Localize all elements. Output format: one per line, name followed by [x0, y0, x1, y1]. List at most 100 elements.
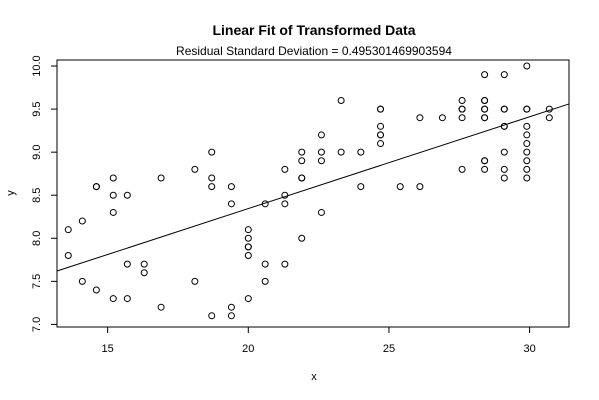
data-point [523, 157, 531, 165]
y-tick-label: 7.0 [31, 317, 43, 332]
data-point [317, 131, 325, 139]
data-point [244, 252, 252, 260]
data-point [523, 174, 531, 182]
data-point [500, 174, 508, 182]
data-point [396, 183, 404, 191]
data-point [523, 62, 531, 70]
data-point [317, 148, 325, 156]
y-axis-label: y [5, 190, 17, 196]
data-point [317, 157, 325, 165]
data-point [458, 105, 466, 113]
data-point [377, 105, 385, 113]
data-point [64, 252, 72, 260]
data-point [208, 174, 216, 182]
data-point [140, 269, 148, 277]
fit-line [56, 103, 570, 272]
data-point [523, 165, 531, 173]
data-point [191, 277, 199, 285]
data-point [357, 148, 365, 156]
data-point [500, 148, 508, 156]
data-point [298, 234, 306, 242]
y-tick-label: 9.5 [31, 101, 43, 116]
data-point [481, 165, 489, 173]
y-tick-label: 7.5 [31, 274, 43, 289]
data-point [298, 157, 306, 165]
data-point [227, 312, 235, 320]
data-point [157, 303, 165, 311]
data-point [377, 131, 385, 139]
x-tick-label: 30 [523, 343, 535, 355]
data-point [208, 183, 216, 191]
data-point [281, 260, 289, 268]
x-axis-label: x [311, 371, 317, 383]
data-point [416, 183, 424, 191]
data-point [298, 148, 306, 156]
data-point [140, 260, 148, 268]
data-point [123, 295, 131, 303]
plot-frame [56, 59, 570, 328]
data-point [281, 191, 289, 199]
data-point [523, 148, 531, 156]
data-point [227, 183, 235, 191]
y-tick-label: 8.5 [31, 188, 43, 203]
y-tick-label: 8.0 [31, 231, 43, 246]
y-axis: 7.0 7.5 8.0 8.5 9.0 9.5 10.0 [31, 55, 57, 332]
data-point [481, 105, 489, 113]
data-point [157, 174, 165, 182]
data-point [523, 122, 531, 130]
data-point [500, 165, 508, 173]
data-point [337, 148, 345, 156]
data-point [123, 260, 131, 268]
data-point [191, 165, 199, 173]
x-axis: 15 20 25 30 [102, 327, 536, 355]
x-tick-label: 15 [102, 343, 114, 355]
data-point [317, 208, 325, 216]
chart-subtitle: Residual Standard Deviation = 0.49530146… [176, 44, 452, 58]
points-group [64, 62, 553, 320]
data-point [500, 122, 508, 130]
data-point [208, 148, 216, 156]
data-point [123, 191, 131, 199]
data-point [481, 157, 489, 165]
data-point [244, 226, 252, 234]
data-point [227, 303, 235, 311]
data-point [261, 277, 269, 285]
x-tick-label: 25 [383, 343, 395, 355]
data-point [281, 165, 289, 173]
data-point [261, 200, 269, 208]
data-point [109, 174, 117, 182]
data-point [523, 131, 531, 139]
chart-title: Linear Fit of Transformed Data [212, 22, 415, 38]
data-point [78, 277, 86, 285]
data-point [227, 200, 235, 208]
data-point [244, 243, 252, 251]
data-point [109, 208, 117, 216]
data-point [78, 217, 86, 225]
data-point [458, 114, 466, 122]
data-point [357, 183, 365, 191]
data-point [438, 114, 446, 122]
data-point [337, 96, 345, 104]
data-point [500, 105, 508, 113]
data-point [523, 105, 531, 113]
data-point [458, 165, 466, 173]
data-point [244, 234, 252, 242]
data-point [281, 200, 289, 208]
data-point [109, 295, 117, 303]
y-tick-label: 10.0 [31, 55, 43, 76]
data-point [458, 96, 466, 104]
data-point [64, 226, 72, 234]
data-point [244, 295, 252, 303]
data-point [500, 71, 508, 79]
data-point [109, 191, 117, 199]
x-tick-label: 20 [242, 343, 254, 355]
data-point [298, 174, 306, 182]
data-point [481, 71, 489, 79]
data-point [481, 114, 489, 122]
data-point [208, 312, 216, 320]
data-point [416, 114, 424, 122]
data-point [545, 114, 553, 122]
data-point [377, 122, 385, 130]
data-point [261, 260, 269, 268]
